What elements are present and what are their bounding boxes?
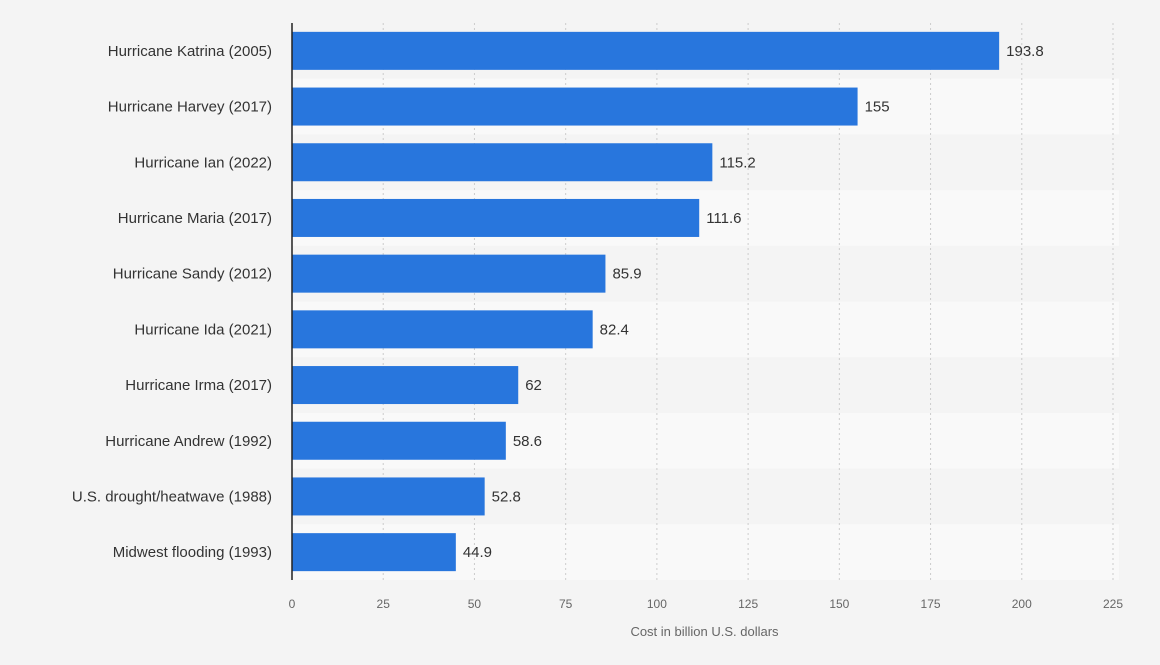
bar bbox=[292, 87, 858, 126]
category-label: Hurricane Ian (2022) bbox=[134, 154, 272, 171]
value-labels: 193.8 155 115.2 111.6 85.9 82.4 62 58.6 52.8 44.9 bbox=[463, 43, 1044, 561]
x-tick-label: 100 bbox=[647, 597, 667, 611]
category-label: Hurricane Maria (2017) bbox=[118, 210, 272, 227]
x-tick-label: 225 bbox=[1103, 597, 1123, 611]
category-label: Hurricane Irma (2017) bbox=[125, 377, 272, 394]
x-tick-label: 0 bbox=[289, 597, 296, 611]
bar bbox=[292, 31, 1000, 70]
category-label: Hurricane Katrina (2005) bbox=[108, 43, 272, 60]
value-label: 193.8 bbox=[1006, 43, 1044, 60]
category-label: Hurricane Ida (2021) bbox=[134, 321, 272, 338]
category-label: Hurricane Andrew (1992) bbox=[105, 433, 272, 450]
bar bbox=[292, 198, 700, 237]
bar bbox=[292, 421, 506, 460]
category-label: Hurricane Harvey (2017) bbox=[108, 99, 272, 116]
bar bbox=[292, 254, 606, 293]
x-tick-label: 125 bbox=[738, 597, 758, 611]
value-label: 44.9 bbox=[463, 544, 492, 561]
x-tick-label: 150 bbox=[829, 597, 849, 611]
value-label: 52.8 bbox=[492, 488, 521, 505]
category-label: U.S. drought/heatwave (1988) bbox=[72, 488, 272, 505]
value-label: 115.2 bbox=[719, 154, 755, 171]
x-tick-label: 75 bbox=[559, 597, 573, 611]
x-tick-label: 175 bbox=[921, 597, 941, 611]
category-label: Midwest flooding (1993) bbox=[113, 544, 272, 561]
bar bbox=[292, 143, 713, 182]
x-tick-labels: 0 25 50 75 100 125 150 175 200 225 bbox=[289, 597, 1124, 611]
value-label: 58.6 bbox=[513, 433, 542, 450]
value-label: 82.4 bbox=[600, 321, 629, 338]
bar bbox=[292, 366, 519, 405]
category-labels: Hurricane Katrina (2005) Hurricane Harvey… bbox=[72, 43, 272, 561]
value-label: 85.9 bbox=[612, 266, 641, 283]
bar bbox=[292, 477, 485, 516]
x-tick-label: 200 bbox=[1012, 597, 1032, 611]
value-label: 111.6 bbox=[706, 210, 741, 227]
bar bbox=[292, 310, 593, 349]
category-label: Hurricane Sandy (2012) bbox=[113, 266, 272, 283]
value-label: 62 bbox=[525, 377, 542, 394]
x-tick-label: 25 bbox=[377, 597, 391, 611]
value-label: 155 bbox=[865, 99, 890, 116]
x-tick-label: 50 bbox=[468, 597, 482, 611]
bar bbox=[292, 533, 456, 572]
bars bbox=[292, 31, 1000, 572]
x-axis-title: Cost in billion U.S. dollars bbox=[630, 624, 779, 639]
